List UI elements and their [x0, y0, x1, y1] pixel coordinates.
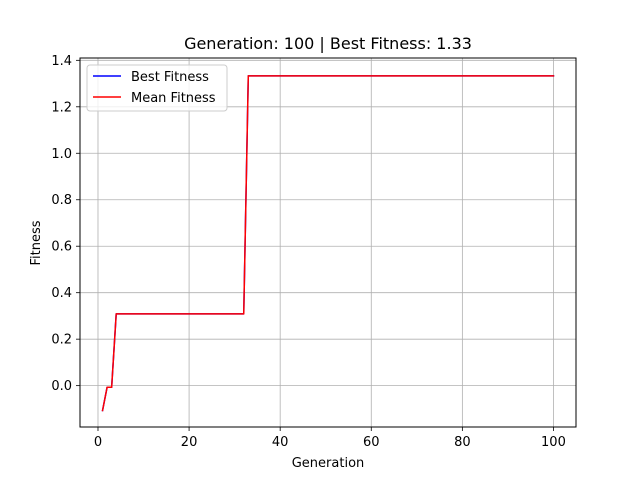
plot-frame — [79, 57, 577, 428]
legend: Best Fitness Mean Fitness — [86, 64, 228, 112]
axis-ticks: 0 20 40 60 80 100 0.0 0.2 0.4 0.6 0.8 1.0 1.2 1.4 — [51, 54, 566, 450]
y-tick-label: 0.0 — [51, 379, 72, 394]
y-tick-label: 0.2 — [51, 333, 72, 348]
y-tick-label: 1.2 — [51, 100, 72, 115]
legend-label-mean-fitness: Mean Fitness — [131, 91, 216, 106]
x-tick-label: 20 — [181, 435, 198, 450]
series-line-mean-fitness — [101, 75, 555, 412]
y-tick-label: 1.0 — [51, 147, 72, 162]
y-tick-label: 0.4 — [51, 286, 72, 301]
x-tick-label: 100 — [541, 435, 566, 450]
x-tick-label: 60 — [363, 435, 380, 450]
grid-lines — [80, 58, 576, 427]
x-tick-label: 80 — [454, 435, 471, 450]
series-lines — [101, 75, 555, 412]
y-tick-label: 0.8 — [51, 193, 72, 208]
x-axis-label: Generation — [292, 456, 365, 471]
y-tick-label: 1.4 — [51, 54, 72, 69]
y-tick-label: 0.6 — [51, 240, 72, 255]
y-axis-label: Fitness — [29, 220, 44, 265]
chart-title: Generation: 100 | Best Fitness: 1.33 — [184, 34, 472, 53]
x-tick-label: 40 — [272, 435, 289, 450]
x-tick-label: 0 — [94, 435, 102, 450]
legend-box — [86, 64, 228, 112]
legend-label-best-fitness: Best Fitness — [131, 70, 209, 85]
